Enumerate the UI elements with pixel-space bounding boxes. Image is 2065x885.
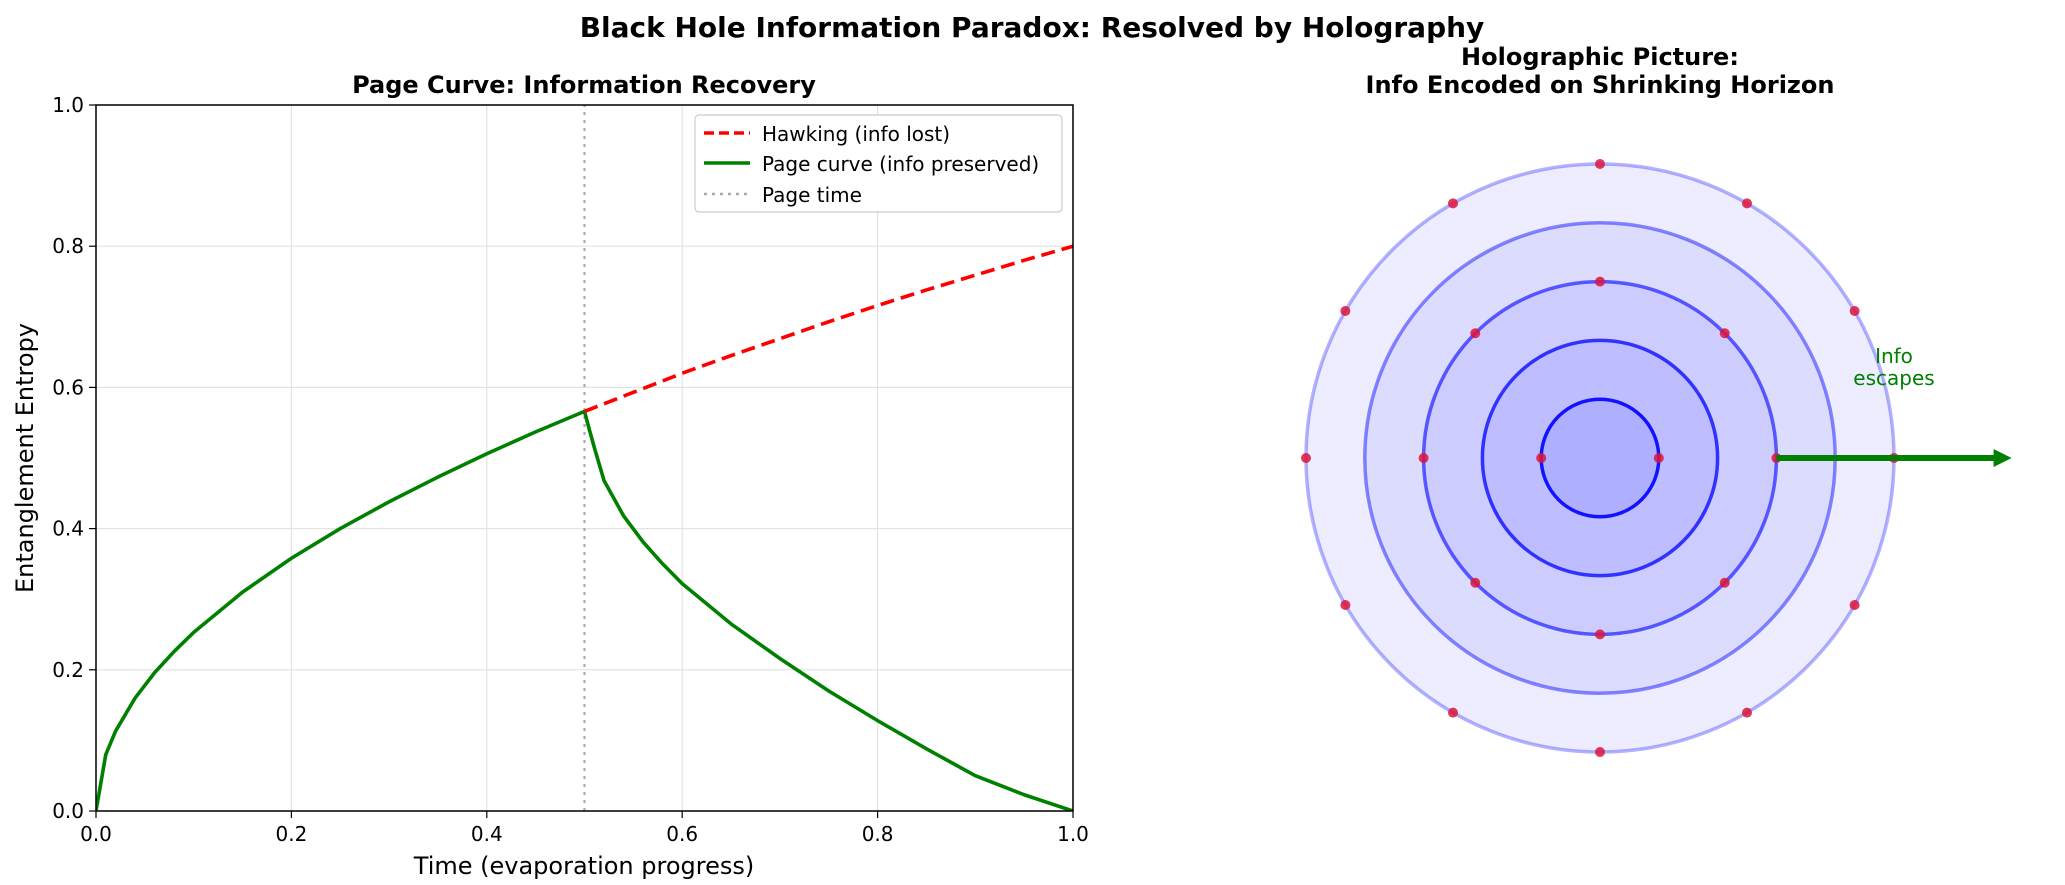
annotation-line-1: Info — [1875, 344, 1913, 368]
encoded-point — [1595, 276, 1605, 287]
horizons — [1304, 162, 1896, 754]
legend-label-page-curve: Page curve (info preserved) — [762, 152, 1039, 176]
plot-frame — [95, 104, 1074, 812]
encoded-point — [1849, 600, 1860, 610]
encoded-point — [1595, 747, 1605, 757]
encoded-point — [1719, 577, 1730, 588]
horizon-circle — [1539, 397, 1661, 519]
encoded-points — [1301, 159, 1899, 757]
plot-lines — [96, 105, 1073, 811]
y-axis-label: Entanglement Entropy — [11, 323, 39, 593]
page-curve-title: Page Curve: Information Recovery — [352, 71, 816, 99]
legend-label-hawking: Hawking (info lost) — [762, 122, 950, 146]
legend-label-page-time: Page time — [762, 183, 862, 207]
arrow-head — [1993, 449, 2012, 467]
x-tick-label: 0.4 — [471, 822, 503, 846]
encoded-point — [1470, 328, 1481, 339]
horizon-circle — [1480, 338, 1720, 578]
x-tick-label: 0.8 — [862, 822, 894, 846]
legend: Hawking (info lost) Page curve (info pre… — [694, 114, 1063, 213]
y-tick-label: 0.2 — [52, 658, 84, 682]
x-tick-label: 1.0 — [1057, 822, 1089, 846]
y-tick-label: 0.0 — [52, 799, 84, 823]
x-tick-label: 0.0 — [80, 822, 112, 846]
encoded-point — [1742, 198, 1752, 209]
y-tick-label: 0.4 — [52, 517, 84, 541]
encoded-point — [1595, 159, 1605, 169]
page-curve-chart: Page Curve: Information Recovery 0.0 0.2 0… — [11, 71, 1089, 880]
info-arrow — [1776, 449, 2012, 467]
x-tick-label: 0.6 — [666, 822, 698, 846]
hawking-line — [583, 244, 1073, 414]
encoded-point — [1742, 707, 1752, 718]
y-tick-label: 1.0 — [52, 93, 84, 117]
encoded-point — [1470, 577, 1481, 588]
page-curve-line — [96, 409, 1073, 811]
encoded-point — [1719, 328, 1730, 339]
diagram-title-line-2: Info Encoded on Shrinking Horizon — [1366, 71, 1835, 99]
y-tick-label: 0.8 — [52, 234, 84, 258]
y-ticks: 0.0 0.2 0.4 0.6 0.8 1.0 — [52, 93, 96, 823]
x-axis-label: Time (evaporation progress) — [413, 852, 754, 880]
x-tick-label: 0.2 — [275, 822, 307, 846]
x-ticks: 0.0 0.2 0.4 0.6 0.8 1.0 — [80, 811, 1089, 846]
encoded-point — [1595, 629, 1605, 640]
encoded-point — [1418, 453, 1429, 463]
encoded-point — [1340, 306, 1351, 316]
encoded-point — [1301, 453, 1311, 463]
encoded-point — [1448, 198, 1458, 209]
legend-box — [694, 114, 1063, 213]
y-tick-label: 0.6 — [52, 375, 84, 399]
holographic-diagram: Holographic Picture: Info Encoded on Shr… — [1301, 43, 2012, 757]
figure-title: Black Hole Information Paradox: Resolved… — [580, 11, 1485, 44]
encoded-point — [1340, 600, 1351, 610]
encoded-point — [1536, 453, 1547, 463]
encoded-point — [1849, 306, 1860, 316]
encoded-point — [1653, 453, 1664, 463]
annotation-line-2: escapes — [1853, 366, 1934, 390]
diagram-title-line-1: Holographic Picture: — [1461, 43, 1739, 71]
encoded-point — [1448, 707, 1458, 718]
